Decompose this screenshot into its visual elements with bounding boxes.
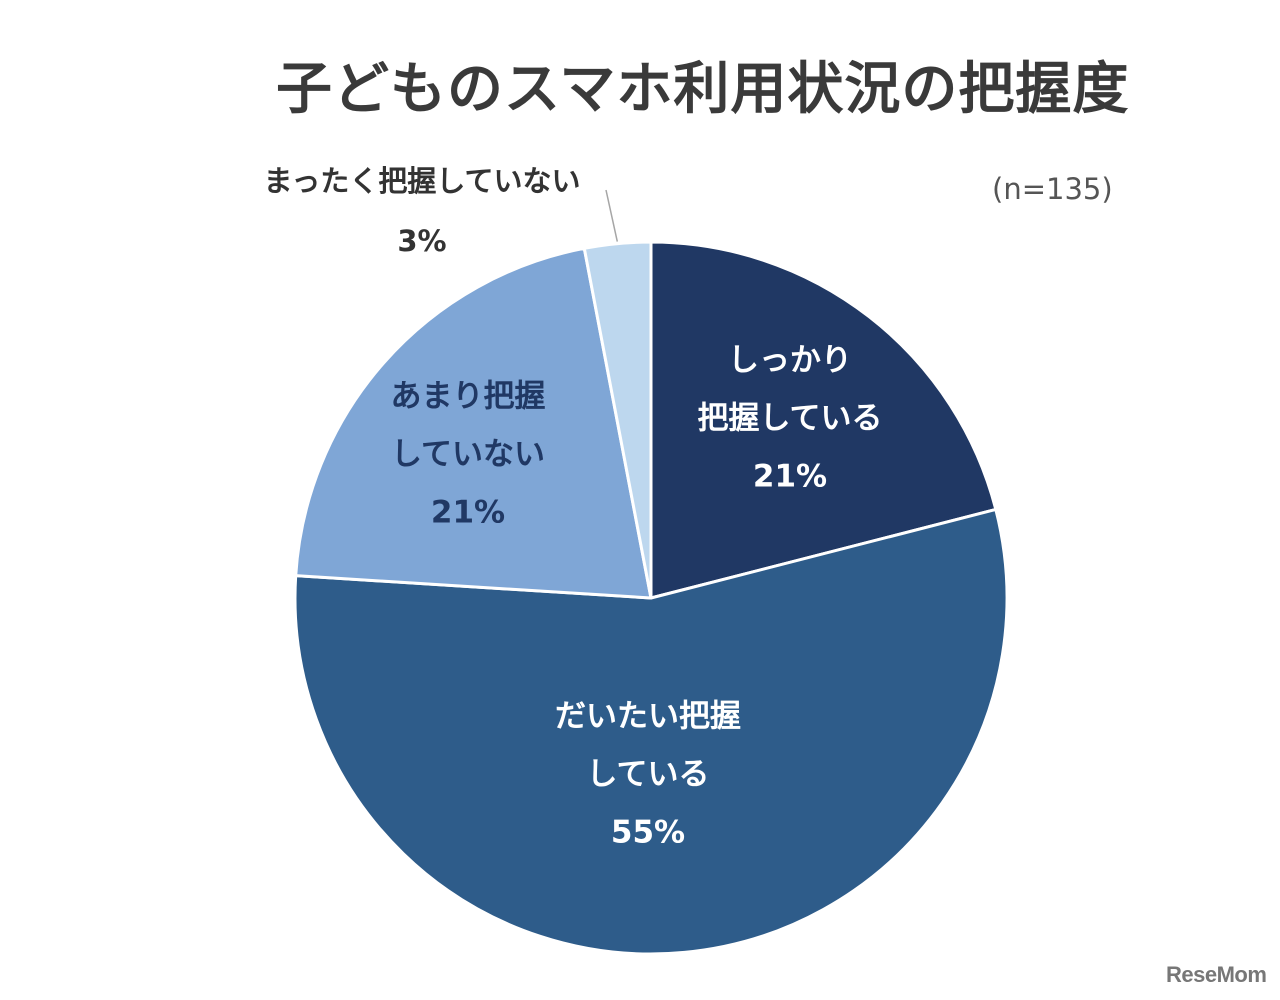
slice-category-label: 把握している	[697, 401, 882, 437]
pie-slice-2	[293, 507, 1009, 956]
slice-label-4: まったく把握していない 3%	[264, 164, 581, 258]
pie-slices	[293, 240, 1009, 956]
leader-line	[605, 189, 619, 242]
sample-size-note: (n=135)	[992, 172, 1113, 206]
slice-category-label: している	[586, 757, 709, 793]
slice-value-label: 21%	[431, 495, 505, 531]
slice-value-label: 55%	[611, 815, 685, 851]
slice-value-label: 3%	[397, 224, 446, 258]
chart-title: 子どものスマホ利用状況の把握度	[276, 57, 1130, 122]
pie-slice-3	[294, 246, 653, 600]
slice-category-label: しっかり	[728, 343, 852, 379]
slice-category-label: だいたい把握	[555, 699, 741, 735]
slice-category-label: していない	[391, 437, 545, 473]
slice-value-label: 21%	[753, 459, 827, 495]
slice-category-label: あまり把握	[391, 379, 546, 415]
slice-category-label: まったく把握していない	[264, 164, 581, 198]
resemom-logo: ReseMom	[1166, 962, 1267, 987]
pie-slice-4	[582, 240, 653, 600]
pie-slice-1	[649, 240, 998, 600]
